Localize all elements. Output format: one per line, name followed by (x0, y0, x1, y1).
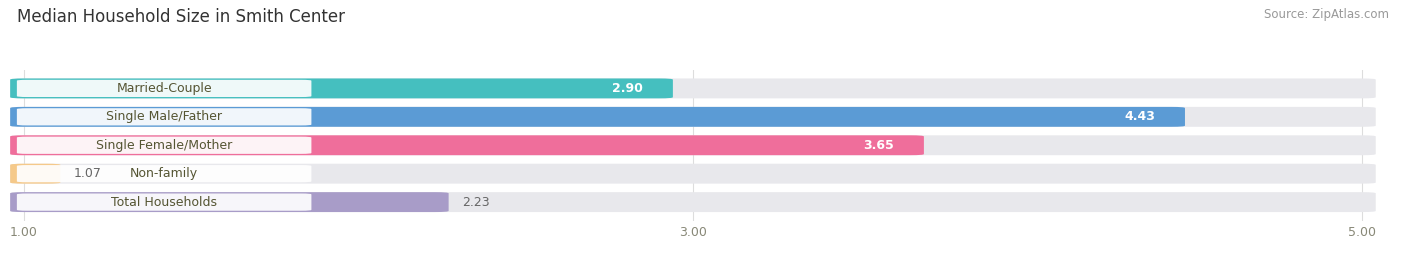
Text: Median Household Size in Smith Center: Median Household Size in Smith Center (17, 8, 344, 26)
FancyBboxPatch shape (17, 137, 311, 154)
FancyBboxPatch shape (10, 135, 924, 155)
FancyBboxPatch shape (17, 80, 311, 97)
FancyBboxPatch shape (10, 79, 673, 98)
FancyBboxPatch shape (10, 164, 1375, 184)
Text: 3.65: 3.65 (863, 139, 894, 152)
Text: 2.90: 2.90 (612, 82, 643, 95)
Text: Married-Couple: Married-Couple (117, 82, 212, 95)
Text: Single Male/Father: Single Male/Father (105, 110, 222, 123)
Text: 1.07: 1.07 (73, 167, 101, 180)
FancyBboxPatch shape (10, 107, 1375, 127)
FancyBboxPatch shape (17, 165, 311, 182)
FancyBboxPatch shape (10, 164, 60, 184)
Text: 4.43: 4.43 (1123, 110, 1154, 123)
FancyBboxPatch shape (10, 192, 449, 212)
FancyBboxPatch shape (17, 108, 311, 125)
FancyBboxPatch shape (17, 193, 311, 211)
Text: Non-family: Non-family (131, 167, 198, 180)
FancyBboxPatch shape (10, 192, 1375, 212)
FancyBboxPatch shape (10, 135, 1375, 155)
Text: Total Households: Total Households (111, 196, 217, 208)
Text: Single Female/Mother: Single Female/Mother (96, 139, 232, 152)
Text: Source: ZipAtlas.com: Source: ZipAtlas.com (1264, 8, 1389, 21)
FancyBboxPatch shape (10, 107, 1185, 127)
FancyBboxPatch shape (10, 79, 1375, 98)
Text: 2.23: 2.23 (463, 196, 489, 208)
